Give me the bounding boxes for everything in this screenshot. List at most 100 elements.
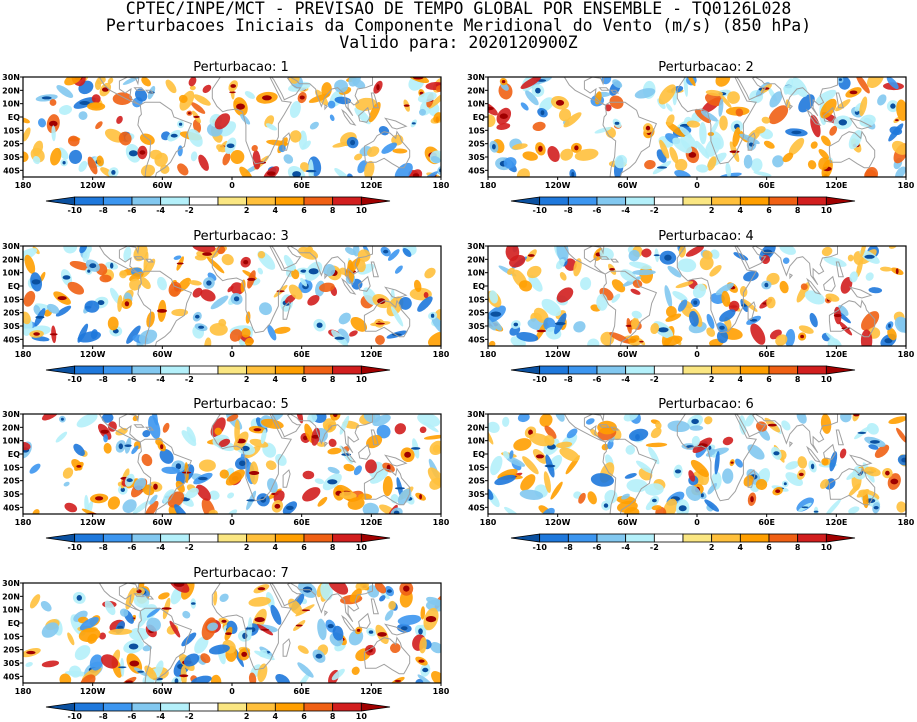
panel-title: Perturbacao: 7 — [193, 566, 288, 581]
lon-tick-label: 120E — [825, 518, 847, 527]
colorbar-tick-label: -10 — [532, 543, 547, 552]
colorbar-tick-label: 6 — [301, 712, 307, 721]
lon-tick-label: 120W — [80, 181, 106, 190]
lon-tick-label: 180 — [433, 687, 450, 696]
lat-tick-label: 10S — [468, 126, 485, 135]
coastline — [137, 101, 193, 177]
lon-tick-label: 60E — [758, 350, 775, 359]
colorbar-tick-label: -2 — [185, 375, 194, 384]
lon-tick-label: 120E — [825, 181, 847, 190]
coastline — [282, 469, 291, 488]
lat-tick-label: 20N — [2, 86, 20, 95]
colorbar: -10 -8 -6 -4 -2 2 4 6 8 10 — [510, 196, 856, 215]
colorbar-tick-label: 4 — [738, 543, 744, 552]
coastline — [828, 467, 876, 506]
coastline — [98, 583, 141, 612]
lat-tick-label: 10N — [467, 437, 485, 446]
lat-tick-label: 20N — [2, 592, 20, 601]
lon-tick-label: 60W — [152, 350, 172, 359]
colorbar-tick-label: -8 — [564, 543, 573, 552]
lon-tick-label: 120E — [360, 687, 382, 696]
lon-tick-label: 60E — [293, 687, 310, 696]
colorbar-tick-label: -6 — [128, 712, 137, 721]
colorbar-tick-label: -2 — [185, 206, 194, 215]
lat-tick-label: 10S — [468, 295, 485, 304]
coastline — [806, 445, 822, 463]
coastline — [602, 270, 658, 346]
coastline — [384, 64, 396, 73]
colorbar-tick-label: -8 — [564, 206, 573, 215]
coastline — [384, 233, 396, 242]
coastline — [133, 256, 145, 260]
colorbar-tick-label: -10 — [67, 712, 82, 721]
coastline — [676, 414, 758, 502]
lat-tick-label: 30N — [2, 579, 20, 588]
coastline — [610, 426, 620, 431]
lat-tick-label: 20S — [3, 309, 20, 318]
colorbar-tick-label: 2 — [244, 543, 250, 552]
coastline — [835, 261, 844, 278]
panel-title: Perturbacao: 2 — [658, 60, 753, 75]
coastline — [849, 117, 873, 130]
coastline — [324, 441, 328, 448]
colorbar-tick-label: -2 — [650, 375, 659, 384]
coastline — [363, 467, 411, 506]
coastline — [363, 130, 411, 169]
lat-tick-label: 20N — [467, 255, 485, 264]
coastline — [358, 612, 371, 629]
lat-tick-label: 10S — [3, 632, 20, 641]
lon-tick-label: 60W — [152, 518, 172, 527]
panel-title: Perturbacao: 4 — [658, 229, 753, 244]
coastline — [789, 104, 793, 111]
coastline — [610, 89, 620, 94]
colorbar-tick-label: 4 — [273, 375, 279, 384]
lat-tick-label: 20S — [3, 477, 20, 486]
colorbar-tick-label: 6 — [766, 375, 772, 384]
coastline — [384, 117, 408, 130]
coastline — [747, 132, 756, 151]
coastline — [598, 87, 610, 91]
lat-tick-label: 20S — [3, 140, 20, 149]
lon-tick-label: 60W — [152, 687, 172, 696]
lat-tick-label: 30N — [467, 73, 485, 82]
lon-tick-label: 120W — [80, 518, 106, 527]
panel-title: Perturbacao: 1 — [193, 60, 288, 75]
lat-tick-label: 10S — [3, 463, 20, 472]
colorbar-tick-label: 10 — [356, 206, 368, 215]
title-line-2: Perturbacoes Iniciais da Componente Meri… — [105, 16, 812, 35]
colorbar-tick-label: -4 — [621, 543, 630, 552]
coastline — [806, 277, 822, 295]
lon-tick-label: 120W — [545, 350, 571, 359]
lat-tick-label: 30S — [3, 153, 20, 162]
coastline — [370, 261, 379, 278]
colorbar-tick-label: -4 — [156, 206, 165, 215]
coastline — [225, 377, 232, 388]
coastline — [133, 593, 145, 597]
lon-tick-label: 120E — [360, 350, 382, 359]
colorbar-tick-label: 10 — [356, 543, 368, 552]
coastline — [384, 623, 408, 636]
colorbar-tick-label: -2 — [185, 712, 194, 721]
coastline — [324, 610, 328, 617]
coastline — [563, 414, 606, 443]
coastline — [145, 426, 155, 431]
colorbar-tick-label: -10 — [532, 206, 547, 215]
lon-tick-label: 180 — [898, 518, 915, 527]
colorbar-tick-label: 4 — [273, 712, 279, 721]
lat-tick-label: 10N — [2, 606, 20, 615]
lon-tick-label: 180 — [15, 518, 32, 527]
colorbar-tick-label: 8 — [330, 543, 336, 552]
colorbar-tick-label: -8 — [99, 206, 108, 215]
lat-tick-label: 10S — [3, 295, 20, 304]
colorbar-tick-label: -10 — [532, 375, 547, 384]
coastline — [602, 101, 658, 177]
lon-tick-label: 180 — [898, 181, 915, 190]
coastline — [341, 445, 357, 463]
lon-tick-label: 120W — [80, 687, 106, 696]
map-panel-2: Perturbacao: 2 30N 20N 10N EQ 10S 20S 30S 40S 180… — [467, 60, 915, 215]
lon-tick-label: 180 — [15, 181, 32, 190]
colorbar-tick-label: -2 — [650, 543, 659, 552]
lat-tick-label: 30S — [468, 322, 485, 331]
lat-tick-label: 40S — [3, 503, 20, 512]
coastline — [145, 595, 155, 600]
